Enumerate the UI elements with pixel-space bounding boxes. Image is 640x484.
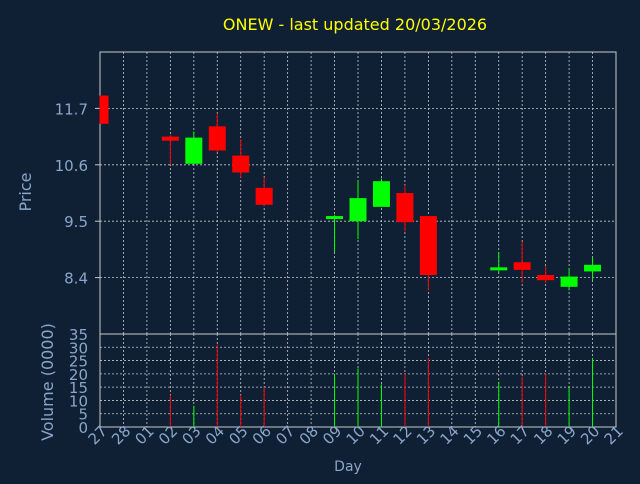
candle [349, 180, 367, 240]
x-tick-label: 12 [390, 422, 416, 448]
candle-body [161, 136, 179, 141]
x-tick-label: 27 [85, 422, 111, 448]
x-tick-label: 18 [530, 422, 556, 448]
volume-tick-label: 5 [78, 406, 88, 424]
candle-body [584, 264, 602, 272]
x-tick-label: 05 [225, 422, 251, 448]
candle-body [185, 137, 203, 164]
candle-body [232, 155, 250, 173]
chart-title: ONEW - last updated 20/03/2026 [223, 15, 487, 34]
candle [490, 251, 508, 273]
price-panel: 11.7 10.6 9.5 8.4 [55, 51, 617, 335]
candle [396, 185, 414, 232]
price-tick-label: 8.4 [64, 270, 88, 288]
candle-body [419, 216, 437, 276]
candle-body [560, 276, 578, 287]
candle [326, 215, 344, 252]
candle-body [396, 193, 414, 223]
candle [560, 268, 578, 291]
candle [584, 257, 602, 281]
volume-tick-label: 15 [69, 379, 88, 397]
x-tick-label: 16 [483, 422, 509, 448]
volume-tick-label: 30 [69, 339, 88, 357]
candle [372, 178, 390, 207]
candle [537, 266, 555, 283]
candle-body [490, 267, 508, 271]
x-axis-label: Day [334, 459, 362, 475]
x-tick-label: 08 [296, 422, 322, 448]
x-tick-label: 21 [601, 422, 627, 448]
candle-body [349, 198, 367, 222]
candle [185, 131, 203, 164]
x-tick-label: 11 [366, 422, 392, 448]
x-tick-label: 03 [178, 422, 204, 448]
candle-body [537, 275, 555, 281]
x-tick-label: 19 [554, 422, 580, 448]
volume-tick-label: 20 [69, 366, 88, 384]
candle [161, 135, 179, 165]
x-tick-label: 06 [249, 422, 275, 448]
x-tick-label: 07 [272, 422, 298, 448]
x-tick-label: 04 [202, 422, 228, 448]
x-tick-label: 02 [155, 422, 181, 448]
x-tick-label: 28 [108, 422, 134, 448]
candle-body [208, 126, 226, 151]
candle-body [326, 216, 344, 220]
candle-body [513, 262, 531, 270]
x-tick-label: 10 [343, 422, 369, 448]
candle [255, 177, 273, 206]
volume-axis-label: Volume (0000) [38, 323, 57, 441]
candle [513, 241, 531, 283]
price-tick-label: 11.7 [55, 100, 88, 118]
x-tick-label: 15 [460, 422, 486, 448]
x-tick-label: 20 [577, 422, 603, 448]
x-tick-label: 14 [436, 422, 462, 448]
volume-tick-label: 35 [69, 326, 88, 344]
volume-tick-label: 0 [78, 419, 88, 437]
candle-body [372, 181, 390, 207]
volume-tick-label: 25 [69, 353, 88, 371]
x-tick-label: 09 [319, 422, 345, 448]
x-tick-label: 01 [132, 422, 158, 448]
candle [232, 139, 250, 178]
price-tick-label: 10.6 [55, 157, 88, 175]
candle [208, 113, 226, 152]
volume-tick-label: 10 [69, 392, 88, 410]
candle-body [100, 95, 109, 124]
candle [99, 95, 109, 124]
price-tick-label: 9.5 [64, 213, 88, 231]
candle-body [255, 187, 273, 205]
x-tick-label: 13 [413, 422, 439, 448]
x-tick-label: 17 [507, 422, 533, 448]
price-axis-label: Price [16, 172, 35, 211]
candle [419, 216, 437, 291]
